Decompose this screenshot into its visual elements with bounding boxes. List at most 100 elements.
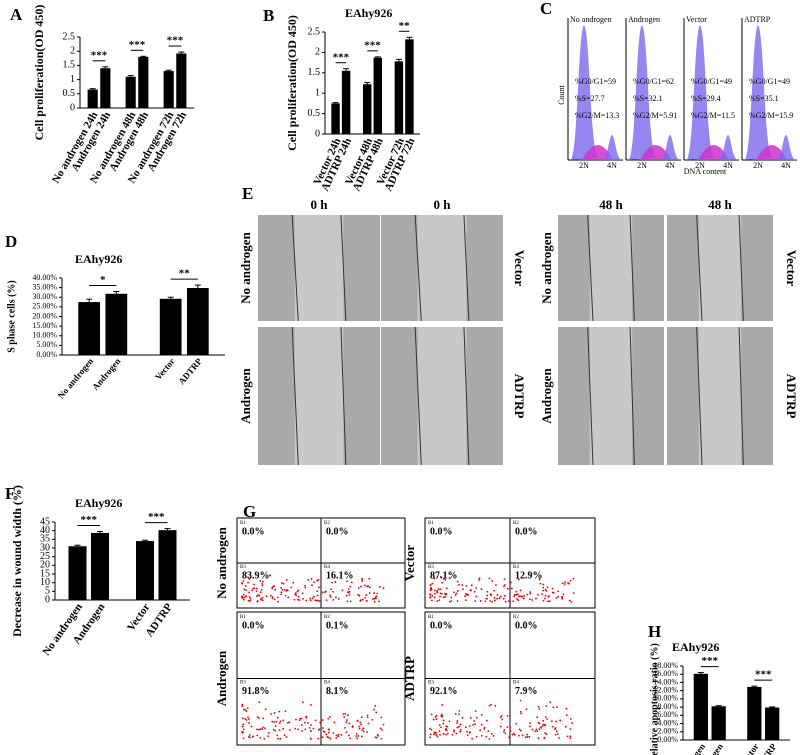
event-dot — [380, 737, 383, 740]
y-tick-label: 2 — [315, 47, 320, 58]
event-dot — [569, 718, 572, 720]
event-dot — [242, 737, 245, 740]
event-dot — [272, 728, 275, 731]
event-dot — [480, 734, 483, 737]
quadrant-id: B1 — [240, 521, 246, 526]
quadrant-percent: 8.1% — [326, 686, 349, 697]
event-dot — [489, 600, 492, 602]
quadrant-percent: 92.1% — [430, 686, 458, 697]
event-dot — [567, 582, 569, 584]
event-dot — [529, 591, 532, 593]
quadrant-percent: 0.0% — [515, 620, 538, 631]
event-dot — [474, 723, 476, 725]
event-dot — [528, 735, 531, 738]
event-dot — [249, 736, 251, 739]
event-dot — [436, 735, 439, 738]
event-dot — [357, 587, 360, 589]
plot-name: No androgen — [214, 526, 229, 598]
bar — [711, 706, 726, 740]
event-dot — [503, 730, 505, 733]
cc-name: No androgen — [570, 15, 612, 24]
event-dot — [247, 576, 250, 579]
event-dot — [242, 728, 245, 731]
event-dot — [332, 732, 335, 734]
event-dot — [366, 731, 368, 733]
cc-name: Vector — [686, 15, 707, 24]
event-dot — [461, 716, 464, 719]
event-dot — [541, 725, 544, 727]
event-dot — [537, 737, 540, 740]
event-dot — [261, 582, 264, 585]
event-dot — [269, 574, 272, 577]
event-dot — [355, 732, 358, 735]
cc-stat: %G0/G1=49 — [749, 77, 790, 86]
event-dot — [513, 594, 516, 596]
event-dot — [519, 595, 521, 598]
event-dot — [495, 584, 497, 586]
event-dot — [572, 592, 575, 594]
event-dot — [545, 590, 548, 592]
event-dot — [360, 716, 363, 719]
event-dot — [458, 713, 460, 715]
row-label: ADTRP — [784, 374, 799, 419]
g1-peak — [744, 25, 772, 160]
event-dot — [432, 733, 435, 736]
event-dot — [566, 735, 569, 738]
event-dot — [368, 592, 371, 594]
panel-letter: F — [5, 484, 15, 503]
event-dot — [437, 588, 440, 590]
event-dot — [295, 594, 298, 597]
event-dot — [258, 701, 261, 704]
time-label: 48 h — [599, 197, 623, 212]
event-dot — [539, 582, 542, 585]
event-dot — [439, 588, 442, 591]
event-dot — [361, 578, 364, 581]
s-phase — [582, 145, 613, 160]
wound-gap — [698, 327, 742, 465]
panel-letter: H — [648, 622, 661, 641]
event-dot — [439, 595, 441, 598]
event-dot — [256, 600, 259, 602]
quadrant-id: B4 — [324, 681, 330, 686]
event-dot — [429, 736, 431, 739]
g1-peak — [686, 25, 714, 160]
event-dot — [348, 722, 351, 725]
quadrant-id: B3 — [428, 681, 434, 686]
event-dot — [510, 581, 512, 584]
event-dot — [529, 725, 531, 728]
event-dot — [347, 591, 350, 594]
event-dot — [304, 586, 307, 589]
event-dot — [366, 716, 369, 719]
event-dot — [276, 596, 279, 599]
row-label: Androgen — [539, 368, 554, 424]
event-dot — [433, 731, 436, 734]
event-dot — [559, 719, 562, 722]
event-dot — [246, 707, 249, 710]
event-dot — [241, 705, 244, 707]
event-dot — [468, 725, 471, 728]
event-dot — [258, 717, 260, 719]
event-dot — [435, 714, 438, 717]
quadrant-id: B1 — [428, 521, 434, 526]
wound-gap — [417, 215, 467, 321]
event-dot — [565, 707, 568, 710]
event-dot — [273, 712, 276, 714]
y-tick-label: 20.00% — [32, 311, 57, 320]
event-dot — [508, 735, 511, 738]
event-dot — [259, 598, 262, 601]
event-dot — [256, 734, 259, 737]
event-dot — [450, 596, 453, 599]
event-dot — [242, 579, 245, 582]
event-dot — [346, 719, 348, 721]
event-dot — [274, 725, 277, 727]
event-dot — [466, 734, 469, 737]
quadrant-id: B1 — [428, 615, 434, 620]
y-axis-label: Decrease in wound width (%) — [10, 485, 24, 637]
bar — [105, 293, 128, 355]
bar — [91, 532, 109, 600]
event-dot — [259, 736, 262, 739]
event-dot — [259, 579, 262, 582]
event-dot — [551, 725, 554, 728]
event-dot — [445, 729, 448, 732]
event-dot — [440, 726, 442, 729]
